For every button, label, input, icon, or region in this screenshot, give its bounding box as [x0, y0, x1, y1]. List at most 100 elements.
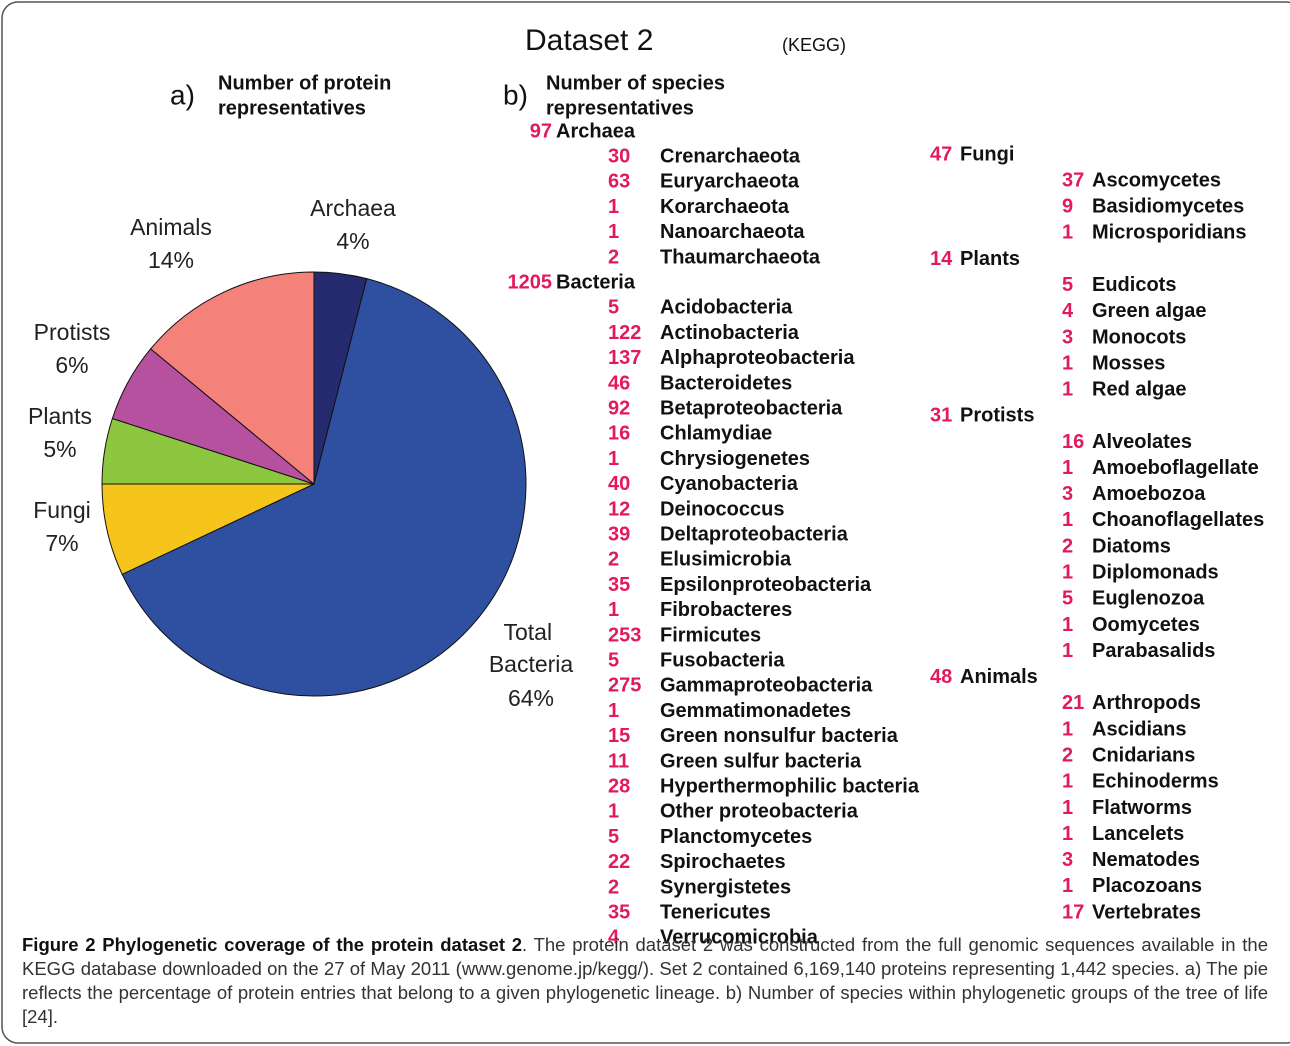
taxon-name: Tenericutes [660, 901, 771, 923]
taxon-name: Red algae [1092, 379, 1186, 401]
taxon-count: 22 [608, 851, 630, 873]
taxon-name: Chlamydiae [660, 423, 772, 445]
taxon-count: 15 [608, 725, 630, 747]
slice-label: Animals [130, 214, 212, 240]
taxon-count: 1 [1062, 222, 1073, 244]
taxon-count: 4 [1062, 300, 1074, 322]
taxon-count: 1 [608, 599, 619, 621]
taxon-count: 3 [1062, 326, 1073, 348]
taxon-count: 137 [608, 347, 641, 369]
taxon-count: 1 [608, 196, 619, 218]
taxon-name: Actinobacteria [660, 322, 800, 344]
taxon-name: Epsilonproteobacteria [660, 574, 872, 596]
taxon-name: Amoebozoa [1092, 483, 1206, 505]
taxon-name: Hyperthermophilic bacteria [660, 775, 920, 797]
taxon-count: 3 [1062, 849, 1073, 871]
taxon-count: 2 [608, 549, 619, 571]
taxon-count: 1 [1062, 509, 1073, 531]
taxon-name: Nematodes [1092, 849, 1200, 871]
taxon-name: Ascidians [1092, 718, 1186, 740]
taxon-name: Cyanobacteria [660, 473, 799, 495]
taxon-name: Placozoans [1092, 875, 1202, 897]
taxon-count: 275 [608, 675, 641, 697]
taxon-name: Firmicutes [660, 624, 761, 646]
slice-value-label: 7% [45, 530, 78, 556]
taxon-name: Gammaproteobacteria [660, 675, 873, 697]
taxon-count: 5 [608, 826, 619, 848]
taxon-name: Cnidarians [1092, 745, 1195, 767]
group-name: Plants [960, 248, 1020, 270]
taxon-count: 11 [608, 750, 629, 772]
taxon-count: 2 [608, 246, 619, 268]
taxon-count: 63 [608, 171, 630, 193]
taxon-name: Euryarchaeota [660, 171, 800, 193]
taxon-count: 1 [1062, 352, 1073, 374]
taxon-name: Deltaproteobacteria [660, 523, 849, 545]
taxon-count: 5 [1062, 588, 1073, 610]
taxon-count: 1 [1062, 379, 1073, 401]
taxon-name: Choanoflagellates [1092, 509, 1264, 531]
group-count: 47 [930, 143, 952, 165]
taxon-count: 5 [608, 297, 619, 319]
taxon-name: Thaumarchaeota [660, 246, 821, 268]
taxon-name: Eudicots [1092, 274, 1176, 296]
taxon-count: 1 [608, 221, 619, 243]
group-name: Archaea [556, 120, 636, 142]
taxon-count: 46 [608, 372, 630, 394]
taxon-name: Ascomycetes [1092, 169, 1221, 191]
taxon-name: Flatworms [1092, 797, 1192, 819]
taxon-name: Betaproteobacteria [660, 397, 843, 419]
panel-label: b) [503, 79, 528, 110]
caption-label: Figure 2 Phylogenetic coverage of the pr… [22, 934, 523, 955]
group-name: Fungi [960, 143, 1014, 165]
taxon-count: 5 [1062, 274, 1073, 296]
taxon-count: 40 [608, 473, 630, 495]
taxon-name: Amoeboflagellate [1092, 457, 1259, 479]
taxon-count: 35 [608, 574, 630, 596]
taxon-count: 1 [1062, 640, 1073, 662]
group-count: 48 [930, 666, 952, 688]
taxon-name: Verrucomicrobia [660, 927, 819, 949]
taxon-count: 21 [1062, 692, 1084, 714]
taxon-name: Alphaproteobacteria [660, 347, 855, 369]
taxon-count: 1 [608, 700, 619, 722]
taxon-count: 1 [1062, 614, 1073, 636]
taxon-count: 9 [1062, 196, 1073, 218]
pie-slice [149, 271, 315, 486]
taxon-count: 1 [1062, 875, 1073, 897]
taxon-name: Alveolates [1092, 431, 1192, 453]
slice-value-label: 14% [148, 247, 194, 273]
title: Dataset 2 [525, 24, 653, 57]
taxon-count: 1 [1062, 718, 1073, 740]
panel-label: a) [170, 79, 195, 110]
taxon-count: 1 [1062, 457, 1073, 479]
taxon-count: 28 [608, 775, 630, 797]
taxon-name: Parabasalids [1092, 640, 1215, 662]
panel-heading: Number of species [546, 72, 725, 94]
caption-text: . The protein dataset 2 was constructed … [22, 934, 1268, 1027]
taxon-count: 1 [608, 801, 619, 823]
taxon-name: Vertebrates [1092, 901, 1201, 923]
taxon-name: Crenarchaeota [660, 145, 801, 167]
group-name: Animals [960, 666, 1038, 688]
taxon-count: 12 [608, 498, 630, 520]
slice-label: Plants [28, 403, 92, 429]
taxon-name: Planctomycetes [660, 826, 812, 848]
panel-heading: Number of protein [218, 72, 391, 94]
group-count: 14 [930, 248, 953, 270]
taxon-name: Diatoms [1092, 535, 1171, 557]
taxon-name: Gemmatimonadetes [660, 700, 851, 722]
taxon-name: Euglenozoa [1092, 588, 1205, 610]
taxon-count: 92 [608, 397, 630, 419]
taxon-name: Monocots [1092, 326, 1186, 348]
taxon-count: 2 [1062, 745, 1073, 767]
pie-slice [121, 278, 527, 697]
slice-value-label: 64% [508, 685, 554, 711]
taxon-name: Arthropods [1092, 692, 1201, 714]
taxon-count: 16 [608, 423, 630, 445]
taxon-name: Acidobacteria [660, 297, 793, 319]
taxon-name: Korarchaeota [660, 196, 790, 218]
taxon-count: 37 [1062, 169, 1084, 191]
